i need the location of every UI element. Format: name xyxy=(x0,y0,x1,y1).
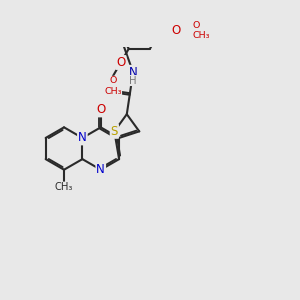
Text: O: O xyxy=(96,103,105,116)
Text: S: S xyxy=(111,125,118,138)
Text: O: O xyxy=(116,56,125,69)
Text: O: O xyxy=(107,84,117,97)
Text: O: O xyxy=(172,24,181,37)
Text: N: N xyxy=(96,163,105,176)
Text: H: H xyxy=(129,76,137,85)
Text: N: N xyxy=(78,131,87,144)
Text: O
CH₃: O CH₃ xyxy=(192,21,210,40)
Text: N: N xyxy=(129,66,137,79)
Text: O
CH₃: O CH₃ xyxy=(104,76,122,96)
Text: CH₃: CH₃ xyxy=(55,182,73,192)
